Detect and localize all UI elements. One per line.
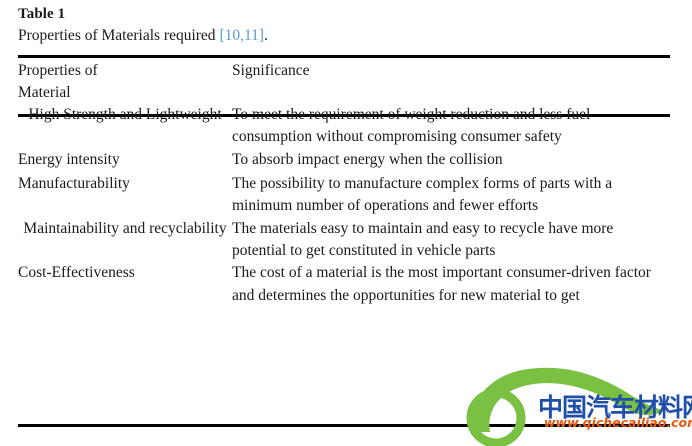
cell-significance: To meet the requirement of weight reduct… (232, 106, 591, 146)
caption-period: . (264, 27, 268, 45)
table-row: Energy intensity To absorb impact energy… (18, 149, 670, 171)
properties-table: Properties of Material Significance High … (18, 60, 670, 307)
cell-significance: To absorb impact energy when the collisi… (232, 150, 503, 168)
cell-property: Maintainability and recyclability (23, 219, 227, 237)
watermark-chinese-text: 中国汽车材料网 (538, 393, 692, 422)
car-logo-icon (466, 367, 664, 446)
column-header-properties-line1: Properties of (18, 62, 98, 79)
table-top-rule (18, 55, 670, 58)
table-row: High Strength and Lightweight To meet th… (18, 104, 670, 149)
cell-significance: The cost of a material is the most impor… (232, 264, 651, 304)
watermark: 中国汽车材料网 www.qichecailiao.com (456, 358, 692, 446)
cell-property: Energy intensity (18, 150, 120, 168)
column-header-properties: Properties of Material (18, 60, 232, 104)
cell-property: Manufacturability (18, 174, 130, 192)
cell-property: High Strength and Lightweight (28, 106, 222, 123)
citation-link[interactable]: [10,11] (219, 27, 265, 45)
column-header-significance: Significance (232, 62, 310, 79)
table-head: Properties of Material Significance (18, 60, 670, 104)
table-row: Maintainability and recyclability The ma… (18, 218, 670, 263)
table-number-label: Table 1 (18, 6, 66, 22)
table-bottom-rule (18, 424, 670, 427)
column-header-properties-line2: Material (18, 84, 71, 101)
table-body: High Strength and Lightweight To meet th… (18, 104, 670, 307)
table-row: Cost-Effectiveness The cost of a materia… (18, 262, 670, 307)
cell-significance: The possibility to manufacture complex f… (232, 174, 613, 215)
table-caption-block: Table 1 Properties of Materials required… (18, 4, 670, 47)
table-header-row: Properties of Material Significance (18, 60, 670, 104)
table-header-rule (18, 114, 670, 117)
cell-property: Cost-Effectiveness (18, 264, 135, 282)
cell-significance: The materials easy to maintain and easy … (232, 219, 614, 259)
watermark-url: www.qichecailiao.com (544, 415, 692, 430)
table-caption-text: Properties of Materials required [10,11]… (18, 25, 670, 47)
table-row: Manufacturability The possibility to man… (18, 171, 670, 218)
caption-text: Properties of Materials required (18, 27, 220, 45)
